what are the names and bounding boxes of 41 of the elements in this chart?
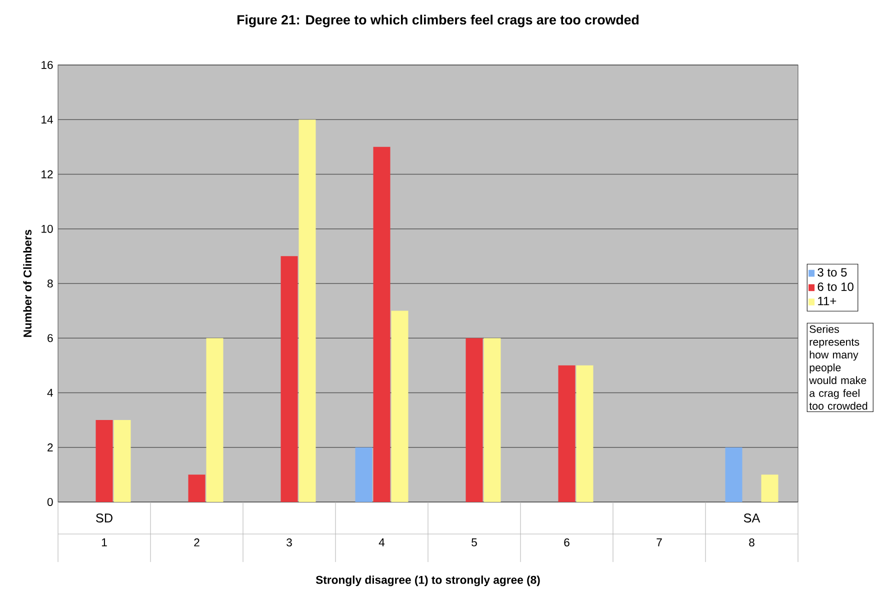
x-tick-label: 6: [564, 538, 570, 547]
bar: [761, 474, 778, 502]
bar: [298, 120, 316, 502]
x-tick-label: 8: [749, 538, 754, 547]
text: SD: [96, 514, 112, 523]
y-tick-label: 0: [47, 498, 53, 506]
bar: [114, 420, 131, 502]
bar: [280, 256, 298, 502]
y-tick-label: 8: [47, 280, 53, 288]
y-tick-label: 6: [48, 334, 53, 342]
legend-label: 11+: [818, 297, 836, 306]
bar: [355, 448, 372, 502]
text: SA: [744, 514, 760, 523]
y-tick-label: 16: [42, 61, 53, 70]
y-axis-title: Number of Climbers: [23, 230, 32, 338]
bar: [96, 420, 113, 502]
y-tick-label: 4: [47, 389, 53, 397]
x-tick-label: 2: [194, 538, 200, 546]
bar: [188, 474, 206, 502]
chart-title: Figure 21: Degree to which climbers feel crags are too crowded: [237, 14, 639, 28]
legend-label: 6 to 10: [818, 282, 854, 292]
bar: [576, 366, 594, 502]
y-tick-label: 2: [48, 444, 53, 452]
bar: [391, 310, 408, 502]
x-tick-label: 3: [286, 538, 292, 547]
y-tick-label: 12: [42, 170, 53, 178]
x-axis-title: Strongly disagree (1) to strongly agree (8): [316, 576, 540, 586]
bar: [206, 338, 224, 502]
x-tick-label: 1: [102, 538, 107, 546]
bar: [725, 448, 742, 502]
bar: [373, 147, 390, 502]
text: Series represents how many people would make a crag feel too crowded: [809, 325, 868, 410]
y-tick-label: 14: [42, 116, 53, 124]
x-tick-label: 7: [656, 538, 662, 546]
legend-label: 3 to 5: [818, 268, 847, 277]
x-tick-label: 5: [472, 538, 477, 546]
bar: [558, 366, 576, 502]
bar: [484, 338, 501, 502]
y-tick-label: 10: [42, 225, 53, 234]
bar: [466, 338, 483, 502]
x-tick-label: 4: [378, 538, 385, 546]
